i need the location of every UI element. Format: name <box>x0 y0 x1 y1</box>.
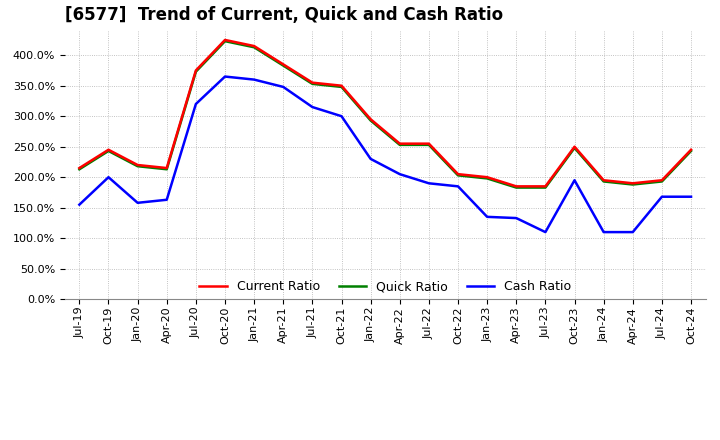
Cash Ratio <box>220 74 229 79</box>
Cash Ratio <box>133 200 142 205</box>
Current Ratio <box>250 44 258 49</box>
Current Ratio <box>395 141 404 146</box>
Cash Ratio <box>192 101 200 106</box>
Text: [6577]  Trend of Current, Quick and Cash Ratio: [6577] Trend of Current, Quick and Cash … <box>65 6 503 24</box>
Current Ratio <box>657 178 666 183</box>
Current Ratio <box>104 147 113 152</box>
Quick Ratio <box>104 148 113 154</box>
Quick Ratio <box>163 167 171 172</box>
Quick Ratio <box>599 179 608 184</box>
Quick Ratio <box>279 63 287 68</box>
Cash Ratio <box>512 216 521 221</box>
Cash Ratio <box>425 181 433 186</box>
Quick Ratio <box>570 145 579 150</box>
Cash Ratio <box>541 230 550 235</box>
Quick Ratio <box>425 142 433 147</box>
Cash Ratio <box>570 178 579 183</box>
Quick Ratio <box>454 173 462 178</box>
Cash Ratio <box>337 114 346 119</box>
Quick Ratio <box>687 148 696 154</box>
Current Ratio <box>75 165 84 171</box>
Quick Ratio <box>308 81 317 87</box>
Current Ratio <box>687 147 696 152</box>
Cash Ratio <box>687 194 696 199</box>
Current Ratio <box>220 37 229 43</box>
Cash Ratio <box>629 230 637 235</box>
Current Ratio <box>425 141 433 146</box>
Current Ratio <box>512 184 521 189</box>
Quick Ratio <box>512 185 521 190</box>
Quick Ratio <box>366 118 375 123</box>
Current Ratio <box>133 162 142 168</box>
Current Ratio <box>483 175 492 180</box>
Current Ratio <box>192 68 200 73</box>
Cash Ratio <box>599 230 608 235</box>
Cash Ratio <box>104 175 113 180</box>
Cash Ratio <box>483 214 492 220</box>
Quick Ratio <box>395 142 404 147</box>
Cash Ratio <box>279 84 287 90</box>
Current Ratio <box>541 184 550 189</box>
Current Ratio <box>629 181 637 186</box>
Quick Ratio <box>133 164 142 169</box>
Line: Current Ratio: Current Ratio <box>79 40 691 187</box>
Current Ratio <box>366 117 375 122</box>
Current Ratio <box>454 172 462 177</box>
Quick Ratio <box>250 44 258 50</box>
Quick Ratio <box>541 185 550 190</box>
Cash Ratio <box>395 172 404 177</box>
Current Ratio <box>570 144 579 149</box>
Current Ratio <box>599 178 608 183</box>
Quick Ratio <box>192 69 200 74</box>
Current Ratio <box>163 165 171 171</box>
Cash Ratio <box>163 197 171 202</box>
Cash Ratio <box>308 104 317 110</box>
Quick Ratio <box>483 176 492 181</box>
Line: Quick Ratio: Quick Ratio <box>79 41 691 187</box>
Quick Ratio <box>337 84 346 90</box>
Cash Ratio <box>250 77 258 82</box>
Quick Ratio <box>629 182 637 187</box>
Quick Ratio <box>657 179 666 184</box>
Cash Ratio <box>657 194 666 199</box>
Current Ratio <box>337 83 346 88</box>
Cash Ratio <box>366 156 375 161</box>
Current Ratio <box>308 80 317 85</box>
Legend: Current Ratio, Quick Ratio, Cash Ratio: Current Ratio, Quick Ratio, Cash Ratio <box>194 275 576 298</box>
Current Ratio <box>279 62 287 67</box>
Line: Cash Ratio: Cash Ratio <box>79 77 691 232</box>
Quick Ratio <box>220 39 229 44</box>
Cash Ratio <box>75 202 84 207</box>
Quick Ratio <box>75 167 84 172</box>
Cash Ratio <box>454 184 462 189</box>
